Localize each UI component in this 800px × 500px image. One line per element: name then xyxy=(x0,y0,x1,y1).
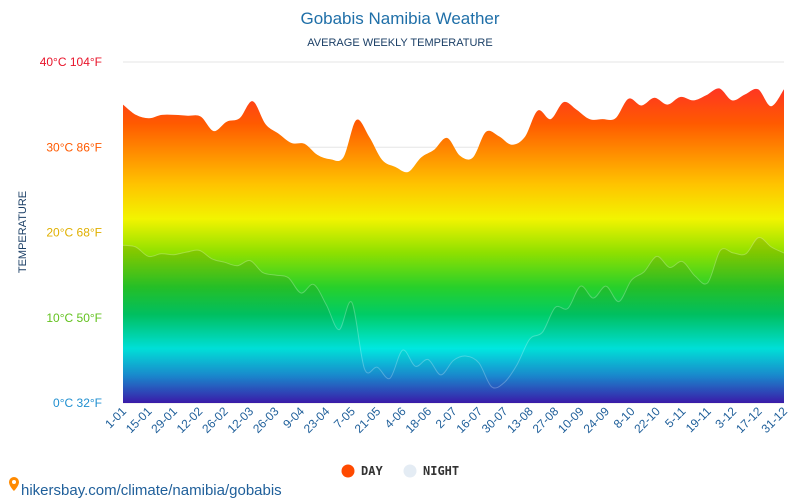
x-tick-label: 17-12 xyxy=(733,404,765,436)
x-tick-label: 18-06 xyxy=(403,404,435,436)
y-tick-label: 30°C 86°F xyxy=(46,140,102,154)
x-tick-label: 12-02 xyxy=(174,404,206,436)
y-axis-ticks: 0°C 32°F 10°C 50°F 20°C 68°F 30°C 86°F 40°C … xyxy=(40,55,102,410)
chart-title: Gobabis Namibia Weather xyxy=(300,9,499,28)
x-tick-label: 19-11 xyxy=(683,404,714,435)
x-tick-label: 21-05 xyxy=(352,404,384,436)
y-tick-label: 10°C 50°F xyxy=(46,311,102,325)
x-tick-label: 15-01 xyxy=(123,404,155,436)
x-axis-ticks: 1-0115-0129-0112-0226-0212-0326-039-0423… xyxy=(102,404,790,436)
x-tick-label: 31-12 xyxy=(759,404,791,436)
y-tick-label: 40°C 104°F xyxy=(40,55,102,69)
y-tick-label: 0°C 32°F xyxy=(53,396,102,410)
x-tick-label: 12-03 xyxy=(225,404,257,436)
source-credit[interactable]: hikersbay.com/climate/namibia/gobabis xyxy=(8,476,282,499)
x-tick-label: 26-03 xyxy=(250,404,282,436)
legend-night-label: NIGHT xyxy=(423,464,459,478)
series-night-shade xyxy=(123,237,784,403)
chart-subtitle: AVERAGE WEEKLY TEMPERATURE xyxy=(307,37,492,49)
x-tick-label: 30-07 xyxy=(479,404,511,436)
source-link[interactable]: hikersbay.com/climate/namibia/gobabis xyxy=(21,482,282,499)
x-tick-label: 16-07 xyxy=(453,404,485,436)
legend: DAY NIGHT xyxy=(341,464,459,478)
legend-day-label: DAY xyxy=(361,464,383,478)
legend-night-marker xyxy=(403,464,417,478)
legend-day-marker xyxy=(341,464,355,478)
x-tick-label: 10-09 xyxy=(555,404,587,436)
x-tick-label: 29-01 xyxy=(148,404,180,436)
x-tick-label: 26-02 xyxy=(199,404,231,436)
y-tick-label: 20°C 68°F xyxy=(46,226,102,240)
x-tick-label: 27-08 xyxy=(530,404,562,436)
x-tick-label: 23-04 xyxy=(301,404,333,436)
x-tick-label: 22-10 xyxy=(631,404,663,436)
x-tick-label: 24-09 xyxy=(581,404,613,436)
y-axis-title: TEMPERATURE xyxy=(17,191,29,273)
series-night-line xyxy=(122,237,785,389)
x-tick-label: 13-08 xyxy=(504,404,536,436)
